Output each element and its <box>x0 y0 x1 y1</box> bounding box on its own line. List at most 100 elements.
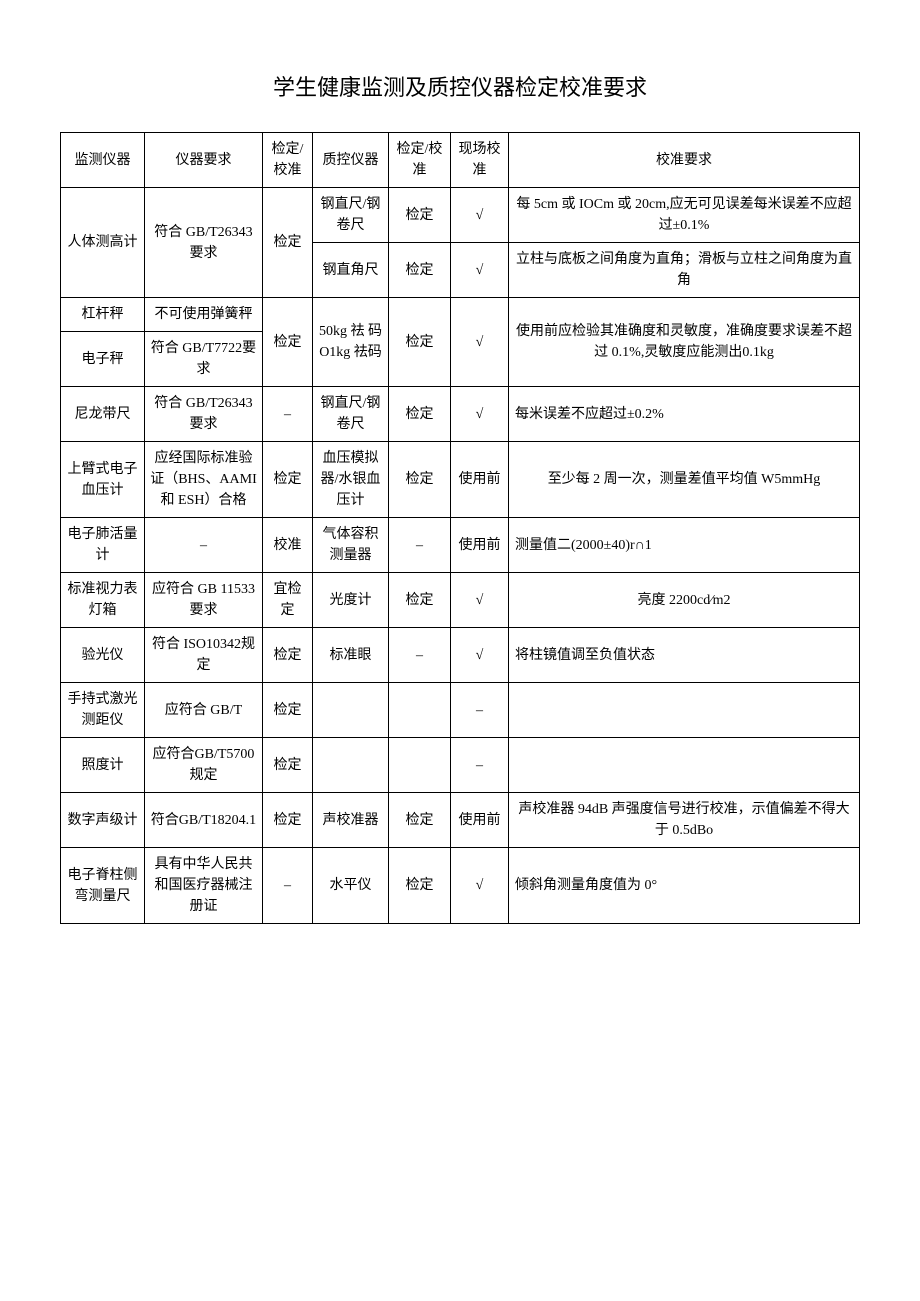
header-qc: 质控仪器 <box>313 133 389 188</box>
cell-onsite: √ <box>451 848 509 924</box>
cell-qc: 光度计 <box>313 573 389 628</box>
cell-instrument: 尼龙带尺 <box>61 387 145 442</box>
header-qc-verify: 检定/校准 <box>389 133 451 188</box>
cell-onsite: √ <box>451 387 509 442</box>
cell-calib: 每 5cm 或 IOCm 或 20cm,应无可见误差每米误差不应超过±0.1% <box>509 188 860 243</box>
cell-qc: 声校准器 <box>313 793 389 848</box>
cell-qc: 钢直角尺 <box>313 243 389 298</box>
cell-verify: 校准 <box>263 518 313 573</box>
cell-onsite: √ <box>451 628 509 683</box>
cell-qc-verify <box>389 683 451 738</box>
cell-qc-verify: – <box>389 628 451 683</box>
cell-qc: 钢直尺/钢卷尺 <box>313 188 389 243</box>
cell-qc-verify: 检定 <box>389 243 451 298</box>
page-title: 学生健康监测及质控仪器检定校准要求 <box>60 70 860 102</box>
cell-verify: 检定 <box>263 442 313 518</box>
cell-calib: 使用前应检验其准确度和灵敏度，准确度要求误差不超过 0.1%,灵敏度应能测出0.… <box>509 298 860 387</box>
header-req: 仪器要求 <box>145 133 263 188</box>
cell-req: 应符合 GB/T <box>145 683 263 738</box>
header-instrument: 监测仪器 <box>61 133 145 188</box>
header-calib: 校准要求 <box>509 133 860 188</box>
cell-req: 符合 GB/T26343要求 <box>145 387 263 442</box>
cell-calib: 倾斜角测量角度值为 0° <box>509 848 860 924</box>
table-header-row: 监测仪器 仪器要求 检定/校准 质控仪器 检定/校准 现场校准 校准要求 <box>61 133 860 188</box>
cell-calib: 每米误差不应超过±0.2% <box>509 387 860 442</box>
cell-qc <box>313 738 389 793</box>
cell-verify: 检定 <box>263 683 313 738</box>
cell-instrument: 上臂式电子血压计 <box>61 442 145 518</box>
calibration-table: 监测仪器 仪器要求 检定/校准 质控仪器 检定/校准 现场校准 校准要求 人体测… <box>60 132 860 924</box>
cell-onsite: 使用前 <box>451 442 509 518</box>
table-row: 杠杆秤 不可使用弹簧秤 检定 50kg 祛 码O1kg 祛码 检定 √ 使用前应… <box>61 298 860 332</box>
cell-onsite: √ <box>451 573 509 628</box>
table-row: 电子肺活量计 – 校准 气体容积测量器 – 使用前 测量值二(2000±40)r… <box>61 518 860 573</box>
cell-verify: 检定 <box>263 738 313 793</box>
cell-onsite: √ <box>451 243 509 298</box>
cell-qc-verify <box>389 738 451 793</box>
cell-verify: 宜检定 <box>263 573 313 628</box>
cell-qc: 气体容积测量器 <box>313 518 389 573</box>
cell-calib: 测量值二(2000±40)r∩1 <box>509 518 860 573</box>
cell-calib: 亮度 2200cd⁄m2 <box>509 573 860 628</box>
cell-calib: 立柱与底板之间角度为直角；滑板与立柱之间角度为直角 <box>509 243 860 298</box>
cell-qc-verify: 检定 <box>389 848 451 924</box>
header-verify: 检定/校准 <box>263 133 313 188</box>
cell-onsite: – <box>451 683 509 738</box>
table-row: 电子脊柱侧弯测量尺 具有中华人民共和国医疗器械注册证 – 水平仪 检定 √ 倾斜… <box>61 848 860 924</box>
cell-req: 符合 GB/T7722要求 <box>145 332 263 387</box>
cell-instrument: 电子脊柱侧弯测量尺 <box>61 848 145 924</box>
cell-qc: 水平仪 <box>313 848 389 924</box>
table-row: 手持式激光测距仪 应符合 GB/T 检定 – <box>61 683 860 738</box>
cell-qc-verify: – <box>389 518 451 573</box>
cell-calib <box>509 738 860 793</box>
table-row: 上臂式电子血压计 应经国际标准验证（BHS、AAMI和 ESH）合格 检定 血压… <box>61 442 860 518</box>
cell-instrument: 电子秤 <box>61 332 145 387</box>
cell-req: 符合 GB/T26343要求 <box>145 188 263 298</box>
cell-verify: – <box>263 387 313 442</box>
cell-onsite: 使用前 <box>451 793 509 848</box>
cell-calib: 声校准器 94dB 声强度信号进行校准，示值偏差不得大于 0.5dBo <box>509 793 860 848</box>
cell-qc-verify: 检定 <box>389 298 451 387</box>
cell-verify: 检定 <box>263 188 313 298</box>
cell-onsite: 使用前 <box>451 518 509 573</box>
cell-onsite: √ <box>451 298 509 387</box>
cell-instrument: 杠杆秤 <box>61 298 145 332</box>
cell-qc-verify: 检定 <box>389 793 451 848</box>
cell-calib: 至少每 2 周一次，测量差值平均值 W5mmHg <box>509 442 860 518</box>
table-row: 验光仪 符合 ISO10342规定 检定 标准眼 – √ 将柱镜值调至负值状态 <box>61 628 860 683</box>
cell-req: 符合 ISO10342规定 <box>145 628 263 683</box>
cell-instrument: 电子肺活量计 <box>61 518 145 573</box>
cell-instrument: 验光仪 <box>61 628 145 683</box>
cell-req: 符合GB/T18204.1 <box>145 793 263 848</box>
cell-instrument: 人体测高计 <box>61 188 145 298</box>
cell-instrument: 标准视力表灯箱 <box>61 573 145 628</box>
cell-verify: – <box>263 848 313 924</box>
cell-req: 应经国际标准验证（BHS、AAMI和 ESH）合格 <box>145 442 263 518</box>
cell-qc: 钢直尺/钢卷尺 <box>313 387 389 442</box>
cell-req: 不可使用弹簧秤 <box>145 298 263 332</box>
cell-qc: 血压模拟器/水银血压计 <box>313 442 389 518</box>
cell-onsite: – <box>451 738 509 793</box>
cell-req: – <box>145 518 263 573</box>
cell-onsite: √ <box>451 188 509 243</box>
table-row: 标准视力表灯箱 应符合 GB 11533 要求 宜检定 光度计 检定 √ 亮度 … <box>61 573 860 628</box>
cell-verify: 检定 <box>263 793 313 848</box>
cell-calib <box>509 683 860 738</box>
cell-qc: 50kg 祛 码O1kg 祛码 <box>313 298 389 387</box>
header-onsite: 现场校准 <box>451 133 509 188</box>
table-row: 人体测高计 符合 GB/T26343要求 检定 钢直尺/钢卷尺 检定 √ 每 5… <box>61 188 860 243</box>
cell-qc-verify: 检定 <box>389 573 451 628</box>
cell-req: 具有中华人民共和国医疗器械注册证 <box>145 848 263 924</box>
cell-instrument: 数字声级计 <box>61 793 145 848</box>
table-row: 数字声级计 符合GB/T18204.1 检定 声校准器 检定 使用前 声校准器 … <box>61 793 860 848</box>
cell-qc-verify: 检定 <box>389 188 451 243</box>
cell-calib: 将柱镜值调至负值状态 <box>509 628 860 683</box>
cell-qc <box>313 683 389 738</box>
cell-qc: 标准眼 <box>313 628 389 683</box>
cell-req: 应符合 GB 11533 要求 <box>145 573 263 628</box>
table-row: 尼龙带尺 符合 GB/T26343要求 – 钢直尺/钢卷尺 检定 √ 每米误差不… <box>61 387 860 442</box>
cell-verify: 检定 <box>263 628 313 683</box>
cell-instrument: 照度计 <box>61 738 145 793</box>
table-row: 照度计 应符合GB/T5700 规定 检定 – <box>61 738 860 793</box>
cell-qc-verify: 检定 <box>389 442 451 518</box>
